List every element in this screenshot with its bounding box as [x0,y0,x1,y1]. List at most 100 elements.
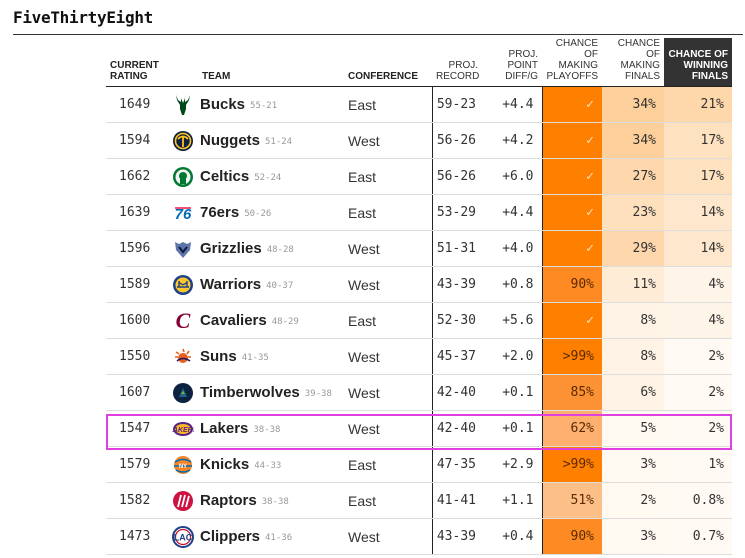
table-row-bucks: 1649 Bucks 55-21 East 59-23 +4.4 ✓ 34% 21% [106,86,732,123]
win-finals-chance-cell: 14% [664,230,732,267]
team-cell[interactable]: NY Knicks 44-33 [168,446,344,483]
team-cell[interactable]: LAC Clippers 41-36 [168,518,344,555]
team-current-record: 41-36 [265,533,293,543]
table-row-76ers: 1639 76 76ers 50-26 East 53-29 +4.4 ✓ 23% 14% [106,194,732,231]
team-name[interactable]: 76ers [200,204,240,221]
team-cell[interactable]: Timberwolves 39-38 [168,374,344,411]
header-proj-record[interactable]: PROJ. RECORD [432,38,482,87]
conference-cell: West [344,266,432,303]
team-name[interactable]: Clippers [200,528,261,545]
team-cell[interactable]: C Cavaliers 48-29 [168,302,344,339]
team-current-record: 51-24 [265,137,293,147]
header-line: MAKING [620,60,660,71]
proj-point-diff-cell: +0.1 [482,374,543,411]
finals-chance-cell: 27% [602,158,664,195]
lakers-icon: LAKERS [172,418,194,440]
76-icon: 76 [172,202,194,224]
team-cell[interactable]: Suns 41-35 [168,338,344,375]
proj-record-cell: 42-40 [431,410,482,447]
conference-cell: West [344,230,432,267]
team-cell[interactable]: LAKERS Lakers 38-38 [168,410,344,447]
table-row-suns: 1550 Suns 41-35 West 45-37 +2.0 >99% 8% 2% [106,338,732,375]
conference-cell: East [344,302,432,339]
proj-point-diff-cell: +0.4 [482,518,543,555]
bridge-icon [172,274,194,296]
team-name[interactable]: Celtics [200,168,250,185]
team-name[interactable]: Bucks [200,96,246,113]
header-chance-finals[interactable]: CHANCE OF MAKING FINALS [602,38,664,87]
header-line: WINNING [683,60,728,71]
team-name[interactable]: Nuggets [200,132,260,149]
svg-text:76: 76 [175,206,192,223]
header-line: TEAM [202,71,231,82]
header-team[interactable]: TEAM [168,38,344,87]
team-cell[interactable]: 76 76ers 50-26 [168,194,344,231]
finals-chance-cell: 23% [602,194,664,231]
playoffs-chance-cell: >99% [542,338,602,375]
playoffs-chance-cell: 51% [542,482,602,519]
table-row-warriors: 1589 Warriors 40-37 West 43-39 +0.8 90% 11% 4% [106,266,732,303]
finals-chance-cell: 11% [602,266,664,303]
knicks-icon: NY [172,454,194,476]
rating-cell: 1607 [106,374,168,411]
conference-cell: East [344,86,432,123]
header-line: POINT [507,60,538,71]
table-row-nuggets: 1594 Nuggets 51-24 West 56-26 +4.2 ✓ 34% 17% [106,122,732,159]
team-name[interactable]: Grizzlies [200,240,262,257]
header-chance-playoffs[interactable]: CHANCE OF MAKING PLAYOFFS [542,38,602,87]
team-name[interactable]: Raptors [200,492,257,509]
team-cell[interactable]: Warriors 40-37 [168,266,344,303]
team-cell[interactable]: Nuggets 51-24 [168,122,344,159]
rating-cell: 1579 [106,446,168,483]
table-row-raptors: 1582 Raptors 38-38 East 41-41 +1.1 51% 2% 0.8% [106,482,732,519]
header-line: FINALS [691,71,728,82]
win-finals-chance-cell: 2% [664,410,732,447]
win-finals-chance-cell: 2% [664,338,732,375]
team-name[interactable]: Timberwolves [200,384,300,401]
finals-chance-cell: 34% [602,122,664,159]
team-name[interactable]: Cavaliers [200,312,267,329]
conference-cell: West [344,410,432,447]
conference-cell: West [344,518,432,555]
header-proj-point-diff[interactable]: PROJ. POINT DIFF/G [482,38,542,87]
proj-point-diff-cell: +0.1 [482,410,543,447]
header-current-rating[interactable]: CURRENT RATING [106,38,168,87]
header-line: MAKING [558,60,598,71]
playoffs-chance-cell: ✓ [542,194,602,231]
win-finals-chance-cell: 2% [664,374,732,411]
proj-point-diff-cell: +4.4 [482,194,543,231]
team-name[interactable]: Suns [200,348,237,365]
team-cell[interactable]: Raptors 38-38 [168,482,344,519]
claw-icon [172,490,194,512]
header-line: CHANCE [555,38,598,49]
proj-record-cell: 43-39 [431,518,482,555]
header-line: OF [646,49,660,60]
rating-cell: 1589 [106,266,168,303]
win-finals-chance-cell: 17% [664,122,732,159]
table-row-cavaliers: 1600 C Cavaliers 48-29 East 52-30 +5.6 ✓ 8% 4% [106,302,732,339]
proj-point-diff-cell: +0.8 [482,266,543,303]
rating-cell: 1473 [106,518,168,555]
proj-record-cell: 52-30 [431,302,482,339]
proj-record-cell: 47-35 [431,446,482,483]
header-conference[interactable]: CONFERENCE [344,38,432,87]
header-line: RATING [110,71,148,82]
win-finals-chance-cell: 4% [664,266,732,303]
header-line: OF [584,49,598,60]
brand-logo[interactable]: FiveThirtyEight [13,8,153,27]
team-name[interactable]: Lakers [200,420,249,437]
team-cell[interactable]: Grizzlies 48-28 [168,230,344,267]
header-chance-win-finals[interactable]: CHANCE OF WINNING FINALS [664,38,732,87]
proj-record-cell: 41-41 [431,482,482,519]
team-name[interactable]: Knicks [200,456,250,473]
playoffs-chance-cell: ✓ [542,158,602,195]
win-finals-chance-cell: 21% [664,86,732,123]
team-current-record: 55-21 [250,101,278,111]
team-cell[interactable]: Bucks 55-21 [168,86,344,123]
team-name[interactable]: Warriors [200,276,262,293]
proj-point-diff-cell: +1.1 [482,482,543,519]
team-cell[interactable]: Celtics 52-24 [168,158,344,195]
svg-text:NY: NY [179,464,187,470]
conference-cell: East [344,446,432,483]
rating-cell: 1596 [106,230,168,267]
